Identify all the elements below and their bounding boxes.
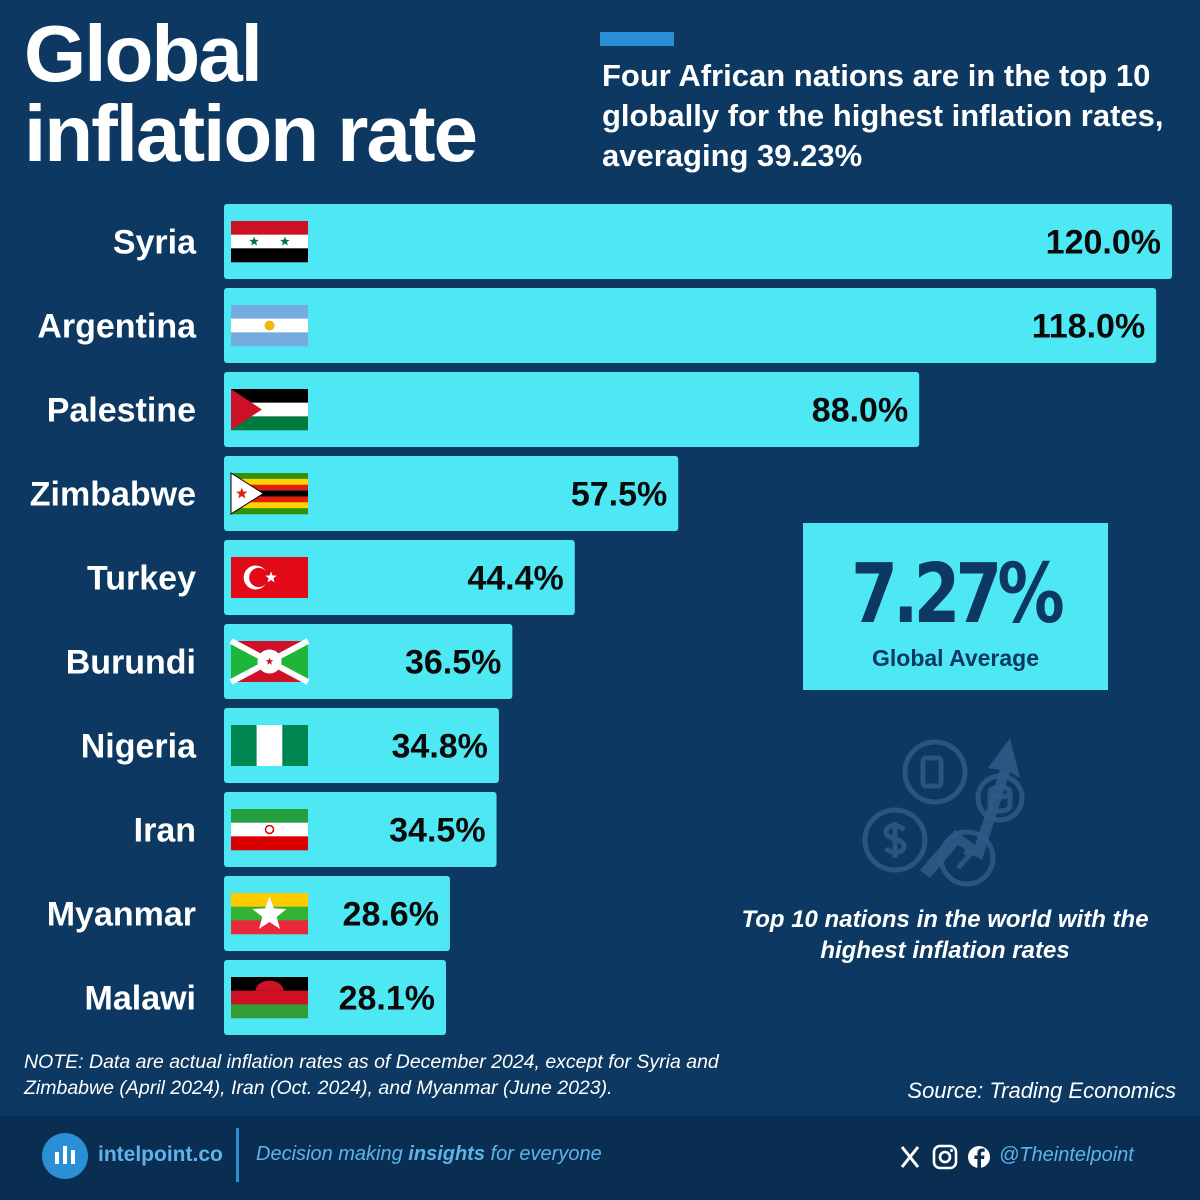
category-label: Nigeria xyxy=(81,728,197,766)
flag-syria-icon xyxy=(231,221,308,263)
flag-zimbabwe-icon xyxy=(230,472,308,515)
flag-iran-icon xyxy=(231,809,308,851)
chart-title: Global inflation rate xyxy=(24,9,478,178)
tagline-post: for everyone xyxy=(484,1143,602,1165)
category-label: Argentina xyxy=(37,308,197,346)
flag-argentina-icon xyxy=(231,305,308,347)
flag-turkey-icon xyxy=(231,557,308,598)
bar xyxy=(224,372,920,447)
value-label: 34.5% xyxy=(389,812,485,850)
bar-chart: Syria 120.0% Argentina 118.0% Palestine 88.0%… xyxy=(30,204,1172,1035)
value-label: 28.6% xyxy=(343,896,439,934)
category-label: Malawi xyxy=(85,980,196,1018)
value-label: 88.0% xyxy=(812,392,908,430)
bar xyxy=(224,288,1157,363)
instagram-icon[interactable] xyxy=(932,1144,958,1170)
bar-group-nigeria: Nigeria 34.8% xyxy=(81,708,499,783)
bar xyxy=(224,456,679,531)
bar xyxy=(224,540,575,615)
intelpoint-logo-icon[interactable] xyxy=(42,1133,88,1179)
value-label: 36.5% xyxy=(405,644,501,682)
category-label: Zimbabwe xyxy=(30,476,196,514)
bar-group-zimbabwe: Zimbabwe 57.5% xyxy=(30,456,679,531)
data-source: Source: Trading Economics xyxy=(907,1078,1176,1103)
tagline-bold: insights xyxy=(408,1143,485,1165)
title-line-2: inflation rate xyxy=(24,89,478,178)
category-label: Palestine xyxy=(47,392,196,430)
value-label: 44.4% xyxy=(467,560,563,598)
category-label: Iran xyxy=(134,812,196,850)
bar-group-burundi: Burundi 36.5% xyxy=(66,624,513,699)
value-label: 118.0% xyxy=(1032,308,1145,346)
value-label: 34.8% xyxy=(392,728,488,766)
social-handle[interactable]: @Theintelpoint xyxy=(999,1144,1134,1166)
flag-nigeria-icon xyxy=(231,725,308,766)
value-label: 57.5% xyxy=(571,476,667,514)
bar-group-palestine: Palestine 88.0% xyxy=(47,372,920,447)
flag-palestine-icon xyxy=(231,389,308,431)
title-line-1: Global xyxy=(24,9,263,98)
global-average-callout: 7.27% Global Average xyxy=(803,523,1108,690)
x-icon[interactable] xyxy=(900,1146,920,1168)
bar-group-malawi: Malawi 28.1% xyxy=(85,960,446,1035)
global-average-value: 7.27% xyxy=(851,547,1065,642)
footer: intelpoint.co Decision making insights f… xyxy=(0,1116,1200,1200)
bar-group-myanmar: Myanmar 28.6% xyxy=(47,876,450,951)
value-label: 28.1% xyxy=(339,980,435,1018)
tagline: Decision making insights for everyone xyxy=(256,1143,602,1166)
bar xyxy=(224,204,1172,279)
brand-link[interactable]: intelpoint.co xyxy=(98,1143,223,1166)
inflation-illustration xyxy=(862,738,1025,887)
data-note: NOTE: Data are actual inflation rates as… xyxy=(24,1051,719,1099)
bar-group-syria: Syria 120.0% xyxy=(113,204,1172,279)
category-label: Turkey xyxy=(87,560,196,598)
bar-group-argentina: Argentina 118.0% xyxy=(37,288,1157,363)
bar-group-iran: Iran 34.5% xyxy=(134,792,497,867)
tagline-pre: Decision making xyxy=(256,1143,409,1165)
accent-bar xyxy=(600,32,674,46)
flag-burundi-icon xyxy=(229,638,310,685)
global-average-label: Global Average xyxy=(871,645,1040,671)
flag-malawi-icon xyxy=(231,977,308,1019)
category-label: Burundi xyxy=(66,644,196,682)
category-label: Syria xyxy=(113,224,197,262)
flag-myanmar-icon xyxy=(231,893,308,935)
value-label: 120.0% xyxy=(1046,224,1161,262)
category-label: Myanmar xyxy=(47,896,196,934)
footer-divider xyxy=(236,1128,239,1182)
chart-subtitle: Four African nations are in the top 10 g… xyxy=(602,58,1164,173)
facebook-icon[interactable] xyxy=(968,1146,990,1168)
chart-caption: Top 10 nations in the world with the hig… xyxy=(741,906,1149,964)
bar-group-turkey: Turkey 44.4% xyxy=(87,540,575,615)
